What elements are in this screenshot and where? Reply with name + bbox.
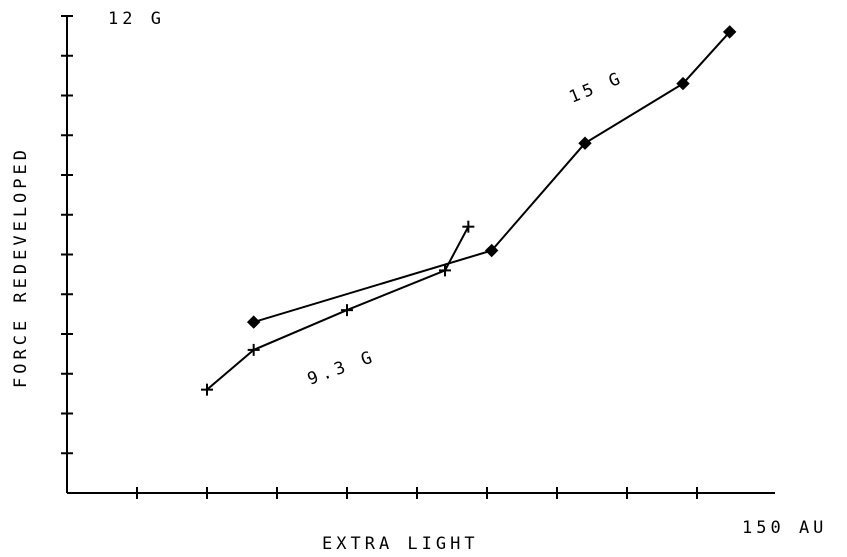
data-point-9-3-g xyxy=(439,264,451,277)
x-axis-label: EXTRA LIGHT xyxy=(322,534,479,554)
series-label-15g: 15 G xyxy=(566,68,626,108)
axes xyxy=(66,16,775,494)
data-point-15-g xyxy=(676,76,690,91)
data-point-15-g xyxy=(578,136,592,150)
data-point-9-3-g xyxy=(462,220,475,233)
data-point-15-g xyxy=(722,25,737,39)
y-max-label: 12 G xyxy=(108,9,165,29)
series-line-15-g xyxy=(253,31,731,324)
series-layer xyxy=(201,25,737,396)
data-point-9-3-g xyxy=(341,304,353,317)
data-point-15-g xyxy=(246,315,261,329)
data-point-9-3-g xyxy=(247,343,260,356)
data-point-15-g xyxy=(484,243,499,258)
y-axis-label: FORCE REDEVELOPED xyxy=(11,146,31,388)
axis-ticks xyxy=(61,15,698,499)
series-label-9-3g: 9.3 G xyxy=(305,347,379,390)
data-point-9-3-g xyxy=(201,383,213,396)
x-max-label: 150 AU xyxy=(742,518,827,538)
